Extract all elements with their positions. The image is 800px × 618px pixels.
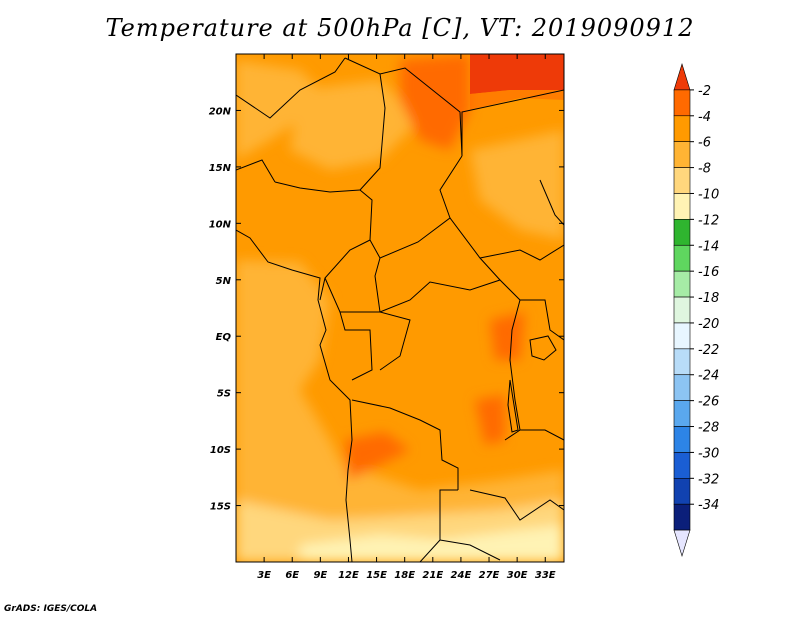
colorbar-segment — [673, 400, 691, 427]
y-tick-label: 15S — [210, 502, 231, 513]
colorbar-segment — [673, 322, 691, 350]
map-title: Temperature at 500hPa [C], VT: 201909091… — [105, 14, 695, 42]
y-tick-label: 5S — [217, 389, 231, 400]
x-tick-label: 27E — [479, 570, 500, 581]
colorbar-label: -12 — [698, 213, 719, 228]
border-niger-chad — [359, 73, 386, 191]
x-axis: 3E 6E 9E 12E 15E 18E 21E 24E 27E 30E 33E — [257, 54, 556, 581]
y-tick-label: 10S — [210, 445, 231, 456]
colorbar-segment — [673, 426, 691, 453]
x-tick-label: 24E — [451, 570, 472, 581]
border-tanzania-south — [520, 429, 564, 441]
border-algeria-niger — [236, 57, 346, 119]
colorbar: -2 -4 -6 -8 -10 -12 -14 -16 -18 -20 -22 -24 -26 -28 -3… — [673, 62, 719, 558]
field-region-east-warm — [470, 130, 564, 240]
y-tick-label: 5N — [216, 276, 232, 287]
colorbar-label: -30 — [698, 446, 719, 461]
field-region-south-coolest — [300, 525, 564, 562]
colorbar-bottom-triangle — [673, 529, 691, 558]
border-east-africa — [520, 299, 564, 341]
border-sudan-south — [479, 244, 564, 261]
y-tick-label: 15N — [209, 163, 232, 174]
colorbar-label: -4 — [698, 110, 711, 125]
field-region-ne-hot — [470, 54, 564, 94]
colorbar-label: -18 — [698, 291, 719, 306]
colorbar-segment — [673, 193, 691, 220]
colorbar-segment — [673, 219, 691, 246]
border-namibia-botswana — [439, 539, 501, 561]
plot-frame — [235, 53, 565, 563]
colorbar-label: -10 — [698, 187, 719, 202]
border-angola-zambia — [419, 489, 458, 562]
colorbar-segment — [673, 478, 691, 505]
x-tick-label: 21E — [422, 570, 443, 581]
border-chad-car — [369, 217, 501, 281]
lake-victoria — [529, 335, 557, 361]
field-region-angola-darker — [345, 432, 410, 480]
colorbar-segment — [673, 270, 691, 298]
colorbar-segment — [673, 244, 691, 272]
colorbar-label: -22 — [698, 343, 719, 358]
colorbar-label: -2 — [698, 84, 711, 99]
y-tick-label: EQ — [216, 332, 232, 343]
border-sudan-egypt — [461, 89, 564, 156]
border-gabon-congo — [339, 311, 373, 381]
x-tick-label: 3E — [257, 570, 271, 581]
colorbar-segment — [673, 348, 691, 376]
border-zambia-mozambique — [469, 489, 564, 521]
field-region-north-warm — [290, 80, 420, 170]
colorbar-label: -14 — [698, 239, 719, 254]
temperature-field — [236, 54, 564, 562]
border-niger-libya — [344, 57, 463, 157]
colorbar-segment — [673, 452, 691, 479]
x-tick-label: 33E — [535, 570, 556, 581]
colorbar-label: -20 — [698, 317, 719, 332]
coastline-west — [236, 229, 353, 562]
border-congo-drc — [379, 311, 411, 371]
x-tick-label: 9E — [313, 570, 327, 581]
colorbar-label: -28 — [698, 421, 719, 436]
border-niger-nigeria — [274, 181, 361, 193]
y-tick-label: 10N — [209, 219, 232, 230]
grads-credit: GrADS: IGES/COLA — [4, 604, 98, 614]
colorbar-segment — [673, 167, 691, 194]
border-chad-sudan — [439, 155, 463, 219]
border-drc-angola — [351, 399, 459, 490]
colorbar-label: -34 — [698, 498, 719, 513]
colorbar-segment — [673, 89, 691, 117]
country-borders — [236, 57, 564, 562]
colorbar-segment — [673, 503, 691, 531]
colorbar-segment — [673, 296, 691, 324]
border-car-drc — [379, 279, 521, 313]
colorbar-top-triangle — [673, 62, 691, 91]
border-nigeria-cameroon — [319, 189, 373, 301]
y-tick-label: 20N — [209, 106, 232, 117]
field-region-west-warm — [236, 60, 330, 160]
x-tick-label: 6E — [285, 570, 299, 581]
x-tick-label: 12E — [338, 570, 359, 581]
colorbar-segment — [673, 115, 691, 142]
colorbar-label: -8 — [698, 162, 711, 177]
colorbar-label: -26 — [698, 395, 719, 410]
x-tick-label: 18E — [394, 570, 415, 581]
border-drc-east — [504, 299, 521, 441]
colorbar-segment — [673, 141, 691, 168]
colorbar-label: -24 — [698, 369, 719, 384]
y-axis: 20N 15N 10N 5N EQ 5S 10S 15S — [209, 106, 564, 513]
field-region-lakes-darker — [490, 312, 525, 360]
lake-tanganyika — [507, 379, 519, 433]
field-region-congo-darker — [475, 395, 505, 445]
colorbar-segment — [673, 374, 691, 401]
border-ethiopia — [539, 179, 564, 226]
x-tick-label: 30E — [507, 570, 528, 581]
colorbar-label: -16 — [698, 265, 719, 280]
x-tick-label: 15E — [366, 570, 387, 581]
colorbar-label: -6 — [698, 136, 711, 151]
colorbar-label: -32 — [698, 472, 719, 487]
border-mali-niger — [236, 159, 276, 183]
